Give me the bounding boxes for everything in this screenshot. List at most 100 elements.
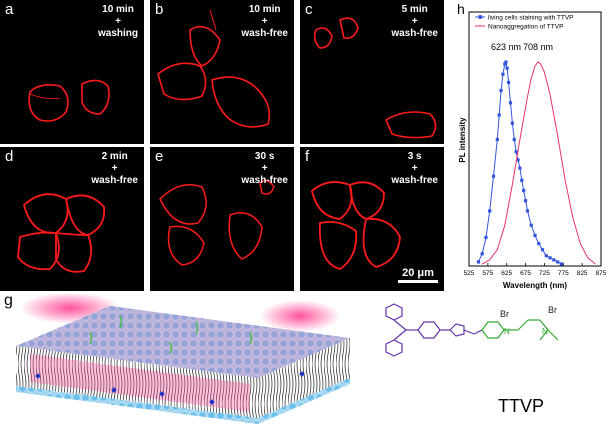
panel-letter: a bbox=[5, 1, 14, 18]
nitrogen-label: N bbox=[504, 327, 510, 336]
cell-image bbox=[311, 181, 401, 270]
data-point bbox=[525, 209, 530, 213]
panel-b: b 10 min + wash-free bbox=[150, 0, 294, 144]
panel-c: c 5 min + wash-free bbox=[300, 0, 444, 144]
data-point bbox=[495, 137, 499, 142]
bromide-label: Br bbox=[548, 305, 557, 315]
panel-letter: b bbox=[155, 1, 164, 18]
x-tick-label: 525 bbox=[464, 270, 475, 277]
x-tick-label: 625 bbox=[501, 270, 512, 277]
ttvp-probes bbox=[89, 315, 253, 355]
ttvp-label: TTVP bbox=[498, 396, 545, 416]
cell-image bbox=[159, 180, 275, 266]
data-point bbox=[491, 174, 496, 178]
data-point bbox=[505, 66, 509, 70]
scale-bar-label: 20 μm bbox=[402, 267, 434, 279]
bottom-headgroups bbox=[16, 386, 258, 424]
condition-label: 5 min + wash-free bbox=[391, 4, 438, 39]
panel-g-label: g bbox=[4, 292, 13, 309]
data-point bbox=[510, 121, 514, 125]
emission-spectrum-chart: h living cells staining with TTVP Nanoagg… bbox=[457, 1, 606, 290]
data-point bbox=[552, 258, 556, 262]
bilayer-side-face bbox=[258, 338, 350, 418]
data-point bbox=[518, 166, 522, 170]
cell-image bbox=[28, 79, 110, 122]
data-point bbox=[512, 137, 516, 142]
data-point bbox=[540, 248, 545, 252]
plot-frame bbox=[468, 11, 602, 267]
data-point bbox=[523, 199, 528, 203]
data-point bbox=[514, 150, 518, 154]
data-point bbox=[504, 60, 508, 64]
x-tick-label: 675 bbox=[520, 270, 531, 277]
series-line-0 bbox=[477, 60, 562, 265]
surface-staining bbox=[16, 306, 350, 378]
condition-label: 2 min + wash-free bbox=[91, 151, 138, 186]
top-headgroups bbox=[16, 306, 350, 378]
panel-letter: f bbox=[305, 148, 310, 165]
data-point bbox=[520, 178, 524, 182]
panel-h-label: h bbox=[457, 1, 465, 17]
series-line-1 bbox=[481, 61, 596, 265]
data-point bbox=[508, 101, 513, 105]
pyridinium-group bbox=[481, 319, 559, 341]
data-point bbox=[488, 209, 492, 213]
condition-label: 30 s + wash-free bbox=[241, 151, 288, 186]
data-point bbox=[533, 233, 537, 237]
cell-image bbox=[313, 17, 437, 139]
data-point bbox=[548, 256, 552, 260]
data-point bbox=[503, 62, 507, 66]
triphenylamine-group bbox=[385, 303, 483, 357]
bromide-label: Br bbox=[500, 309, 509, 319]
panel-letter: c bbox=[305, 1, 313, 18]
legend-entry: living cells staining with TTVP bbox=[488, 15, 574, 22]
data-point bbox=[529, 223, 533, 227]
data-point bbox=[499, 88, 503, 93]
bottom-headgroups bbox=[258, 378, 350, 424]
data-point bbox=[544, 254, 548, 258]
panel-a: a 10 min + washing bbox=[0, 0, 144, 144]
fluorescence-glow bbox=[260, 300, 340, 332]
data-point bbox=[537, 241, 541, 246]
bilayer-front-face bbox=[16, 346, 258, 418]
legend-marker bbox=[478, 15, 483, 19]
data-point bbox=[480, 252, 484, 256]
condition-label: 10 min + washing bbox=[97, 4, 138, 39]
condition-label: 3 s + wash-free bbox=[391, 151, 438, 186]
panel-letter: e bbox=[155, 148, 164, 165]
membrane-illustration bbox=[16, 294, 350, 424]
data-point bbox=[522, 188, 526, 193]
x-tick-label: 725 bbox=[539, 270, 550, 277]
cell-image bbox=[17, 193, 106, 273]
legend-entry: Nanoaggregation of TTVP bbox=[488, 24, 563, 31]
condition-label: 10 min + wash-free bbox=[241, 4, 288, 39]
data-point bbox=[556, 260, 560, 264]
ttvp-structure: Br Br N N bbox=[385, 303, 559, 357]
membrane-staining bbox=[30, 354, 250, 412]
data-point bbox=[516, 158, 520, 162]
ttvp-anchors bbox=[35, 371, 305, 405]
x-tick-label: 825 bbox=[577, 270, 588, 277]
cell-image bbox=[157, 9, 271, 128]
data-point bbox=[507, 80, 511, 84]
data-point bbox=[497, 113, 501, 117]
scale-bar-line bbox=[398, 280, 438, 283]
panel-letter: d bbox=[5, 148, 14, 165]
panel-d: d 2 min + wash-free bbox=[0, 147, 144, 291]
panel-e: e 30 s + wash-free bbox=[150, 147, 294, 291]
data-point bbox=[484, 235, 488, 240]
data-point bbox=[559, 262, 563, 266]
data-point bbox=[501, 72, 505, 76]
panel-f: f 3 s + wash-free 20 μm bbox=[300, 147, 444, 291]
scale-bar: 20 μm bbox=[398, 267, 438, 283]
peak-label: 623 nm bbox=[491, 42, 521, 52]
peak-label: 708 nm bbox=[523, 42, 553, 52]
nitrogen-label: N bbox=[542, 327, 548, 336]
x-axis-label: Wavelength (nm) bbox=[503, 281, 567, 290]
legend: living cells staining with TTVP Nanoaggre… bbox=[475, 15, 574, 31]
x-tick-label: 575 bbox=[482, 270, 493, 277]
data-point bbox=[476, 260, 481, 264]
x-tick-label: 875 bbox=[596, 270, 606, 277]
x-tick-label: 775 bbox=[558, 270, 569, 277]
y-axis-label: PL intensity bbox=[458, 117, 467, 163]
